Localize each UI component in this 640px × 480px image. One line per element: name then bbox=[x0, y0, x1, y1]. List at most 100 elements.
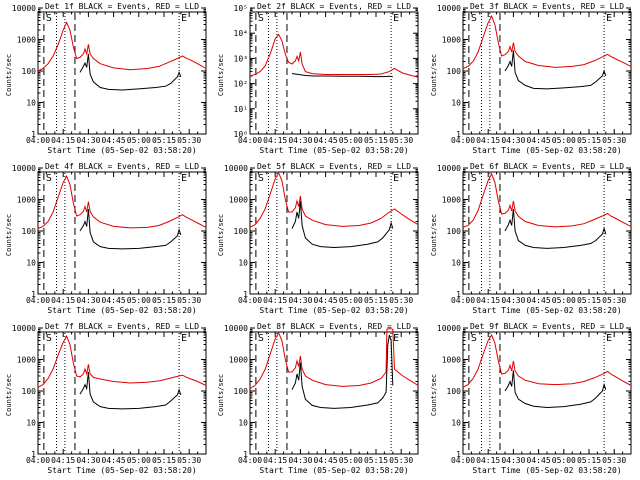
time-marker-label: S bbox=[258, 173, 264, 184]
series-line-events bbox=[504, 208, 607, 249]
y-tick-label: 1000 bbox=[17, 196, 36, 205]
y-tick-label: 1000 bbox=[442, 196, 461, 205]
x-tick-label: 05:15 bbox=[577, 456, 601, 465]
x-axis-label: Start Time (05-Sep-02 03:58:20) bbox=[472, 306, 621, 315]
series-line-lld bbox=[249, 171, 419, 228]
time-marker-label: S bbox=[471, 13, 477, 24]
y-tick-label: 1 bbox=[31, 450, 36, 459]
y-tick-label: 1 bbox=[31, 130, 36, 139]
series-line-lld bbox=[249, 328, 419, 389]
x-tick-label: 04:00 bbox=[26, 456, 50, 465]
x-axis-label: Start Time (05-Sep-02 03:58:20) bbox=[47, 466, 196, 475]
x-tick-label: 05:00 bbox=[339, 136, 363, 145]
x-tick-label: 05:15 bbox=[364, 456, 388, 465]
time-marker-label: E bbox=[606, 13, 612, 24]
y-tick-label: 10000 bbox=[437, 4, 461, 13]
series-line-events bbox=[291, 73, 393, 78]
x-tick-label: 04:45 bbox=[314, 136, 338, 145]
series-line-events bbox=[79, 208, 182, 250]
y-tick-label: 10000 bbox=[224, 324, 248, 333]
y-tick-label: 10000 bbox=[12, 324, 36, 333]
x-tick-label: 04:30 bbox=[288, 456, 312, 465]
y-tick-label: 10 bbox=[238, 419, 248, 428]
x-tick-label: 05:00 bbox=[552, 456, 576, 465]
det-7f-panel: Det 7f BLACK = Events, RED = LLD 1 10 100 10… bbox=[5, 322, 207, 475]
x-tick-label: 05:30 bbox=[602, 296, 626, 305]
series-line-lld bbox=[249, 33, 419, 78]
y-tick-label: 10² bbox=[234, 80, 248, 89]
chart-title: Det 3f BLACK = Events, RED = LLD bbox=[470, 2, 624, 11]
x-tick-label: 04:45 bbox=[527, 296, 551, 305]
y-tick-label: 10000 bbox=[12, 164, 36, 173]
y-tick-label: 1 bbox=[243, 290, 248, 299]
x-tick-label: 04:15 bbox=[476, 296, 500, 305]
chart-title: Det 7f BLACK = Events, RED = LLD bbox=[45, 322, 199, 331]
y-axis-label: Counts/sec bbox=[430, 54, 438, 96]
x-tick-label: 05:15 bbox=[152, 456, 176, 465]
x-tick-label: 05:00 bbox=[339, 456, 363, 465]
x-tick-label: 04:45 bbox=[102, 296, 126, 305]
y-tick-label: 10000 bbox=[437, 164, 461, 173]
y-axis-label: Counts/sec bbox=[217, 54, 225, 96]
x-tick-label: 04:30 bbox=[501, 136, 525, 145]
y-tick-label: 1000 bbox=[229, 356, 248, 365]
x-tick-label: 04:00 bbox=[238, 136, 262, 145]
x-tick-label: 04:15 bbox=[476, 456, 500, 465]
x-axis-label: Start Time (05-Sep-02 03:58:20) bbox=[259, 146, 408, 155]
y-tick-label: 10¹ bbox=[234, 105, 248, 114]
y-tick-label: 100 bbox=[22, 227, 37, 236]
x-tick-label: 05:15 bbox=[577, 136, 601, 145]
y-tick-label: 10³ bbox=[234, 54, 248, 63]
det-6f-panel: Det 6f BLACK = Events, RED = LLD 1 10 100 10… bbox=[430, 162, 632, 315]
x-axis-label: Start Time (05-Sep-02 03:58:20) bbox=[472, 466, 621, 475]
x-tick-label: 04:00 bbox=[451, 296, 475, 305]
series-line-lld bbox=[37, 21, 207, 72]
x-tick-label: 04:30 bbox=[76, 296, 100, 305]
x-tick-label: 05:30 bbox=[389, 136, 413, 145]
x-tick-label: 05:30 bbox=[389, 456, 413, 465]
x-tick-label: 04:00 bbox=[451, 136, 475, 145]
y-axis-label: Counts/sec bbox=[430, 374, 438, 416]
time-marker-label: E bbox=[606, 333, 612, 344]
x-axis-label: Start Time (05-Sep-02 03:58:20) bbox=[259, 306, 408, 315]
y-tick-label: 1 bbox=[456, 290, 461, 299]
time-marker-label: E bbox=[606, 173, 612, 184]
x-tick-label: 04:30 bbox=[288, 136, 312, 145]
x-tick-label: 05:30 bbox=[602, 456, 626, 465]
series-line-events bbox=[79, 371, 182, 410]
x-tick-label: 04:45 bbox=[527, 456, 551, 465]
y-tick-label: 100 bbox=[234, 227, 249, 236]
series-line-lld bbox=[462, 172, 632, 228]
y-axis-label: Counts/sec bbox=[5, 214, 13, 256]
y-tick-label: 10⁴ bbox=[234, 29, 248, 38]
y-tick-label: 10 bbox=[26, 99, 36, 108]
det-9f-panel: Det 9f BLACK = Events, RED = LLD 1 10 100 10… bbox=[430, 322, 632, 475]
time-marker-label: S bbox=[471, 333, 477, 344]
x-axis-label: Start Time (05-Sep-02 03:58:20) bbox=[472, 146, 621, 155]
y-tick-label: 1 bbox=[456, 130, 461, 139]
x-tick-label: 04:00 bbox=[26, 296, 50, 305]
x-tick-label: 05:15 bbox=[577, 296, 601, 305]
x-tick-label: 04:15 bbox=[263, 456, 287, 465]
series-line-events bbox=[504, 370, 607, 409]
x-tick-label: 04:00 bbox=[238, 456, 262, 465]
x-tick-label: 04:45 bbox=[314, 456, 338, 465]
y-tick-label: 10 bbox=[26, 419, 36, 428]
x-tick-label: 04:00 bbox=[26, 136, 50, 145]
y-axis-label: Counts/sec bbox=[217, 374, 225, 416]
x-tick-label: 05:30 bbox=[177, 296, 201, 305]
y-tick-label: 1000 bbox=[17, 36, 36, 45]
series-line-lld bbox=[37, 335, 207, 388]
x-tick-label: 04:45 bbox=[102, 456, 126, 465]
y-tick-label: 10 bbox=[451, 259, 461, 268]
y-axis-label: Counts/sec bbox=[5, 374, 13, 416]
x-tick-label: 04:30 bbox=[501, 296, 525, 305]
time-marker-label: E bbox=[393, 13, 399, 24]
y-tick-label: 10⁰ bbox=[234, 130, 248, 139]
y-tick-label: 1 bbox=[456, 450, 461, 459]
y-tick-label: 100 bbox=[234, 387, 249, 396]
series-line-events bbox=[291, 334, 394, 409]
x-tick-label: 05:00 bbox=[552, 136, 576, 145]
chart-title: Det 9f BLACK = Events, RED = LLD bbox=[470, 322, 624, 331]
